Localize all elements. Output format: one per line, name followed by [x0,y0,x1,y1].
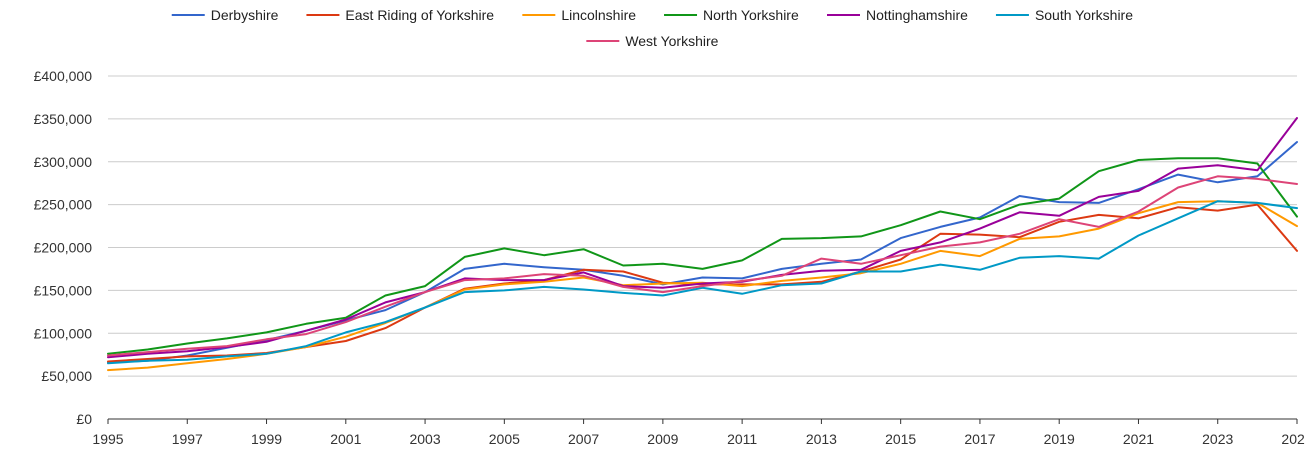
legend-label: Derbyshire [211,7,279,23]
x-tick-label: 2005 [489,431,520,447]
series-line-north-yorkshire [107,157,1298,355]
x-tick-label: 1997 [172,431,203,447]
legend-label: North Yorkshire [703,7,799,23]
series-line-nottinghamshire [107,117,1298,359]
x-tick-label: 2009 [647,431,678,447]
series-line-south-yorkshire [107,200,1298,365]
x-tick-label: 2023 [1202,431,1233,447]
x-tick-label: 2019 [1044,431,1075,447]
y-tick-label: £150,000 [34,282,93,298]
legend-item-north-yorkshire: North Yorkshire [664,7,799,23]
x-tick-label: 2017 [964,431,995,447]
x-tick-label: 1999 [251,431,282,447]
y-tick-label: £250,000 [34,197,93,213]
series-line-derbyshire [107,141,1298,364]
y-axis-tick-labels: £0 £50,000 £100,000 £150,000 £200,000 £250,00… [34,68,93,427]
legend-label: Nottinghamshire [866,7,968,23]
y-tick-label: £100,000 [34,325,93,341]
y-tick-label: £350,000 [34,111,93,127]
gridlines [108,75,1297,377]
x-tick-label: 2025 [1281,431,1305,447]
legend-item-east-riding-of-yorkshire: East Riding of Yorkshire [306,7,494,23]
y-tick-label: £300,000 [34,154,93,170]
x-tick-label: 2013 [806,431,837,447]
legend-item-derbyshire: Derbyshire [171,7,279,23]
series-line-west-yorkshire [107,175,1298,357]
x-tick-label: 2007 [568,431,599,447]
legend-item-south-yorkshire: South Yorkshire [995,7,1133,23]
series-lines [107,117,1298,372]
legend-label: Lincolnshire [561,7,636,23]
y-tick-label: £400,000 [34,68,93,84]
legend-item-west-yorkshire: West Yorkshire [586,33,719,49]
y-tick-label: £200,000 [34,240,93,256]
y-tick-label: £0 [76,411,92,427]
legend-label: West Yorkshire [625,33,718,49]
y-tick-label: £50,000 [41,368,92,384]
legend-label: South Yorkshire [1035,7,1133,23]
x-axis-tick-labels: 1995 1997 1999 2001 2003 2005 2007 2009 2011 2013… [92,431,1305,447]
x-axis [107,418,1298,424]
x-tick-label: 2021 [1123,431,1154,447]
x-tick-label: 2011 [727,431,757,447]
x-tick-label: 1995 [92,431,123,447]
legend-item-lincolnshire: Lincolnshire [522,7,636,23]
x-tick-label: 2015 [885,431,916,447]
x-tick-label: 2001 [330,431,361,447]
x-tick-label: 2003 [409,431,440,447]
chart-legend: Derbyshire East Riding of Yorkshire Lincol… [171,7,1133,49]
legend-label: East Riding of Yorkshire [345,7,494,23]
legend-item-nottinghamshire: Nottinghamshire [827,7,968,23]
